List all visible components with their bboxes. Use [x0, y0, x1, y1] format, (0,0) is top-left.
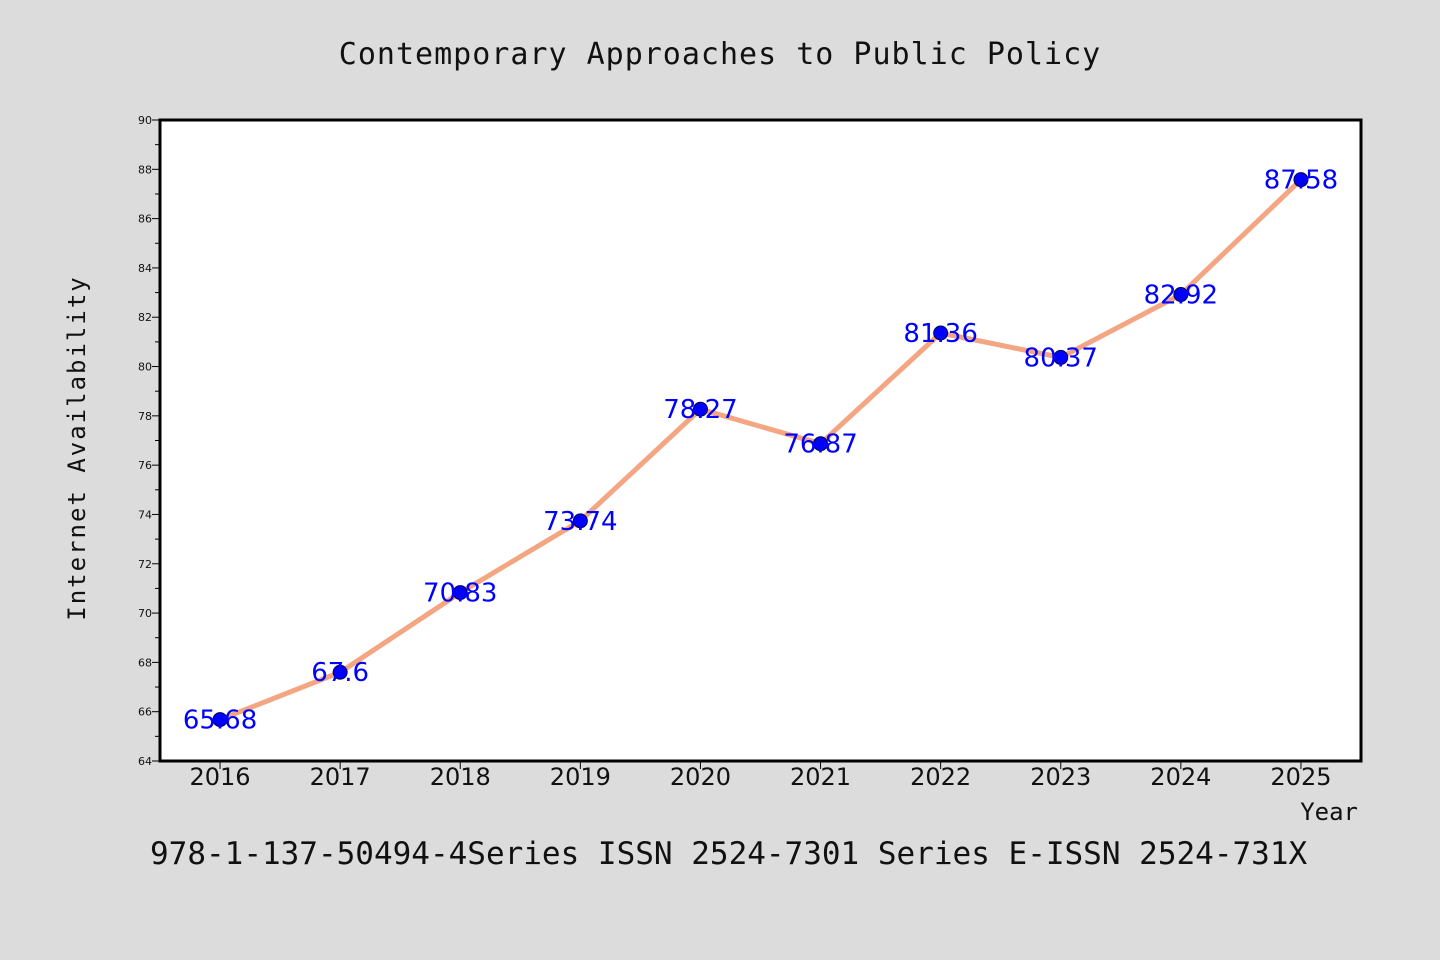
y-tick-label: 74 [138, 508, 152, 521]
y-tick-label: 68 [138, 656, 152, 669]
data-point [572, 513, 588, 529]
x-tick-label: 2022 [910, 763, 971, 791]
data-label: 76.87 [783, 430, 857, 460]
y-tick-label: 76 [138, 459, 152, 472]
y-tick-label: 82 [138, 311, 152, 324]
data-point [933, 325, 949, 341]
data-label: 65.68 [183, 706, 257, 736]
x-axis-ticks: 2016 2017 2018 2019 2020 2021 2022 2023 2024 2025 [190, 761, 1331, 791]
x-tick-label: 2020 [670, 763, 731, 791]
data-point [1053, 349, 1069, 365]
x-tick-label: 2021 [790, 763, 851, 791]
x-tick-label: 2024 [1150, 763, 1211, 791]
y-tick-label: 88 [138, 163, 152, 176]
plot-frame [158, 118, 1363, 763]
y-axis-label: Internet Availability [63, 275, 91, 620]
y-tick-label: 72 [138, 558, 152, 571]
data-label: 70.83 [423, 579, 497, 609]
y-tick-label: 80 [138, 361, 152, 374]
y-tick-label: 70 [138, 607, 152, 620]
y-axis-ticks: 64 66 68 70 72 74 76 78 80 82 84 86 88 90 [138, 114, 160, 768]
x-tick-label: 2019 [550, 763, 611, 791]
data-point [692, 401, 708, 417]
y-tick-label: 66 [138, 706, 152, 719]
data-label: 73.74 [543, 507, 617, 537]
data-point [212, 712, 228, 728]
x-tick-label: 2023 [1030, 763, 1091, 791]
x-tick-label: 2025 [1270, 763, 1331, 791]
y-tick-label: 86 [138, 213, 152, 226]
x-tick-label: 2017 [310, 763, 371, 791]
x-tick-label: 2016 [190, 763, 251, 791]
data-labels: 65.68 67.6 70.83 73.74 78.27 76.87 81.36 80.37 8… [183, 166, 1338, 736]
data-point [1173, 287, 1189, 303]
data-label: 87.58 [1264, 166, 1338, 196]
footer-isbn-text: 978-1-137-50494-4Series ISSN 2524-7301 S… [150, 836, 1307, 872]
data-markers [212, 172, 1309, 728]
data-point [452, 585, 468, 601]
data-point [1293, 172, 1309, 188]
chart-title: Contemporary Approaches to Public Policy [339, 37, 1101, 72]
x-axis-label: Year [1300, 798, 1358, 826]
y-tick-label: 84 [138, 262, 152, 275]
y-tick-label: 90 [138, 114, 152, 127]
x-tick-label: 2018 [430, 763, 491, 791]
plot-area [160, 120, 1361, 761]
y-tick-label: 64 [138, 755, 152, 768]
y-tick-label: 78 [138, 410, 152, 423]
data-label: 67.6 [311, 658, 369, 688]
data-label: 80.37 [1024, 343, 1098, 373]
series-line [217, 177, 1304, 723]
data-label: 81.36 [903, 319, 977, 349]
data-point [813, 436, 829, 452]
data-label: 78.27 [663, 395, 737, 425]
data-point [332, 664, 348, 680]
data-label: 82.92 [1144, 281, 1218, 311]
